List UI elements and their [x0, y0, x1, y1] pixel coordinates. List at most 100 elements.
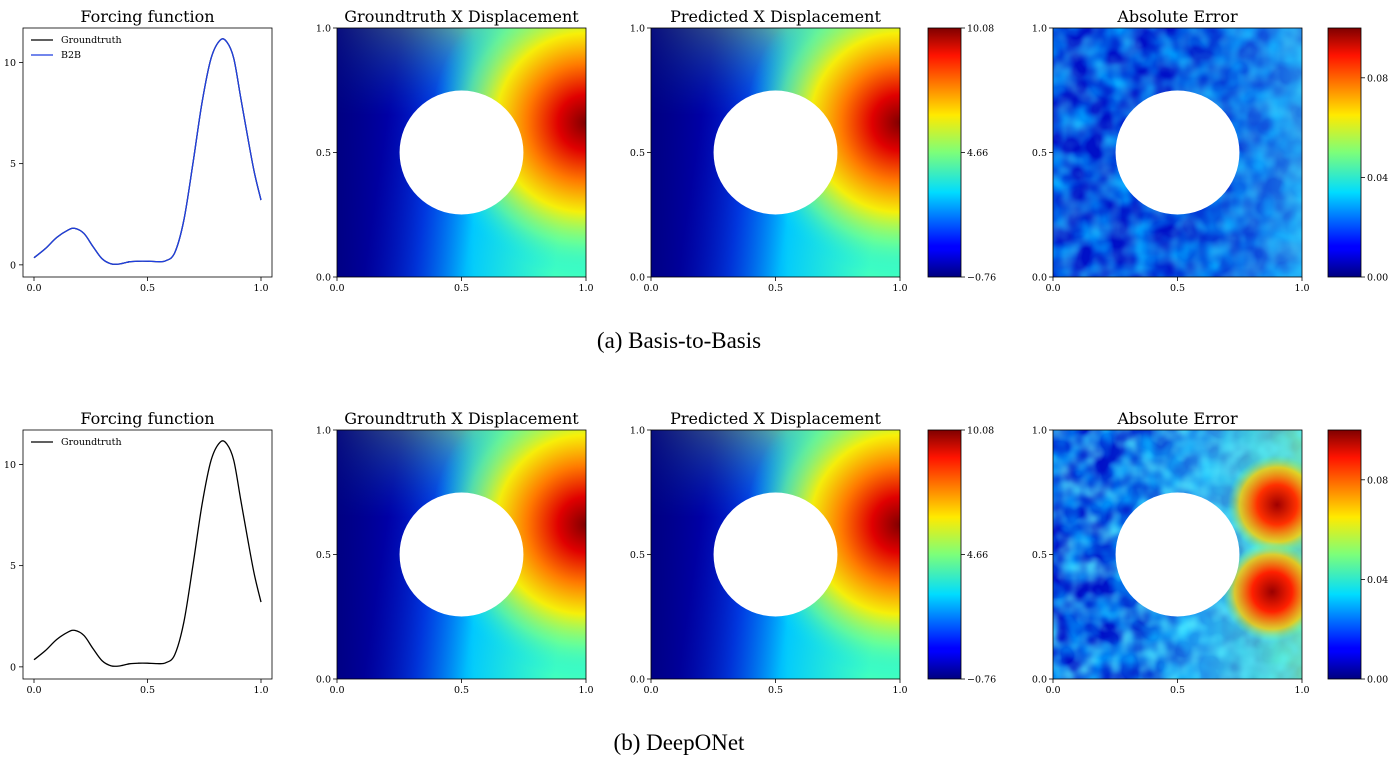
x-tick-label: 0.5 [140, 685, 155, 696]
y-tick-label: 0.5 [630, 148, 645, 159]
error-field: Absolute Error 0.00.0 0.5 0.5 1.0 1.0 [1032, 7, 1310, 294]
y-tick-label: 0.0 [1032, 675, 1047, 686]
colorbar-tick-label: −0.76 [967, 273, 996, 284]
x-tick-label: 0.0 [329, 283, 344, 294]
x-tick-label: 1.0 [1294, 283, 1309, 294]
error-field-title: Absolute Error [1116, 409, 1238, 428]
y-tick-label: 0.0 [630, 273, 645, 284]
error-field: Absolute Error 0.00.0 0.5 0.5 1.0 1.0 [1032, 409, 1310, 696]
predicted-field-image [651, 28, 900, 277]
forcing-plot: Forcing function 0.0 0.5 1.0 0 5 10 Groundtruth… [4, 7, 273, 294]
x-tick-label: 0.5 [1170, 685, 1185, 696]
displacement-colorbar-bar [927, 429, 962, 680]
x-tick-label: 0.5 [768, 685, 783, 696]
colorbar-tick-label: 4.66 [967, 148, 988, 159]
x-tick-label: 0.0 [1045, 283, 1060, 294]
y-tick-label: 1.0 [1032, 24, 1047, 35]
x-tick-label: 0.5 [454, 283, 469, 294]
x-tick-label: 0.0 [26, 283, 41, 294]
x-tick-label: 1.0 [892, 685, 907, 696]
y-tick-label: 1.0 [630, 24, 645, 35]
displacement-colorbar: 10.08 4.66 −0.76 [927, 24, 996, 284]
y-tick-label: 0.5 [316, 550, 331, 561]
hole [1115, 492, 1240, 617]
colorbar-tick-label: −0.76 [967, 675, 996, 686]
error-field-title: Absolute Error [1116, 7, 1238, 26]
predicted-field: Predicted X Displacement 0.00.0 0.5 0.5 1.0 1… [630, 409, 908, 696]
row-caption: (a) Basis-to-Basis [597, 328, 761, 353]
y-tick-label: 0.5 [316, 148, 331, 159]
hole [399, 90, 524, 215]
series-line-groundtruth [33, 440, 262, 667]
x-tick-label: 1.0 [1294, 685, 1309, 696]
x-tick-label: 1.0 [253, 685, 268, 696]
x-tick-label: 0.0 [26, 685, 41, 696]
error-colorbar-bar [1327, 429, 1362, 680]
colorbar-tick-label: 0.08 [1367, 73, 1388, 84]
x-tick-label: 0.0 [1045, 685, 1060, 696]
colorbar-tick-label: 4.66 [967, 550, 988, 561]
y-tick-label: 0.5 [630, 550, 645, 561]
x-tick-label: 1.0 [578, 685, 593, 696]
displacement-colorbar: 10.08 4.66 −0.76 [927, 426, 996, 686]
error-colorbar: 0.00 0.04 0.08 [1327, 429, 1388, 686]
colorbar-tick-label: 0.00 [1367, 273, 1388, 284]
figure-row-b: Forcing function 0.0 0.5 1.0 0 5 10 Groundtruth… [4, 409, 1388, 755]
x-tick-label: 0.5 [454, 685, 469, 696]
colorbar-tick-label: 0.04 [1367, 575, 1388, 586]
legend-label: Groundtruth [61, 437, 122, 448]
y-tick-label: 0 [10, 260, 16, 271]
legend-label: Groundtruth [61, 35, 122, 46]
error-colorbar: 0.08 0.04 0.00 [1327, 27, 1388, 284]
y-tick-label: 1.0 [316, 24, 331, 35]
y-tick-label: 0.0 [1032, 273, 1047, 284]
row-caption: (b) DeepONet [614, 730, 746, 755]
x-tick-label: 0.0 [643, 283, 658, 294]
hole [713, 90, 838, 215]
groundtruth-field-title: Groundtruth X Displacement [344, 409, 579, 428]
y-tick-label: 10 [4, 460, 16, 471]
x-tick-label: 0.5 [1170, 283, 1185, 294]
colorbar-tick-label: 0.04 [1367, 173, 1388, 184]
groundtruth-field: Groundtruth X Displacement 0.00.0 0.5 0.5 1.… [316, 409, 594, 696]
forcing-plot: Forcing function 0.0 0.5 1.0 0 5 10 Groundtruth [4, 409, 273, 696]
colorbar-tick-label: 0.08 [1367, 475, 1388, 486]
x-tick-label: 1.0 [578, 283, 593, 294]
series-line-b2b [33, 38, 262, 265]
forcing-title: Forcing function [80, 409, 214, 428]
x-tick-label: 0.5 [768, 283, 783, 294]
displacement-colorbar-bar [927, 27, 962, 278]
groundtruth-field: Groundtruth X Displacement 0.00.0 0.5 0.5 1.… [316, 7, 594, 294]
hole [1115, 90, 1240, 215]
y-tick-label: 0 [10, 662, 16, 673]
y-tick-label: 0.5 [1032, 148, 1047, 159]
predicted-field-title: Predicted X Displacement [670, 409, 881, 428]
y-tick-label: 0.5 [1032, 550, 1047, 561]
y-tick-label: 1.0 [1032, 426, 1047, 437]
x-tick-label: 1.0 [253, 283, 268, 294]
predicted-field-title: Predicted X Displacement [670, 7, 881, 26]
x-tick-label: 0.0 [643, 685, 658, 696]
error-colorbar-bar [1327, 27, 1362, 278]
colorbar-tick-label: 10.08 [967, 24, 994, 35]
legend-label: B2B [61, 50, 81, 61]
y-tick-label: 5 [10, 159, 16, 170]
groundtruth-field-title: Groundtruth X Displacement [344, 7, 579, 26]
y-tick-label: 10 [4, 58, 16, 69]
y-tick-label: 1.0 [316, 426, 331, 437]
hole [399, 492, 524, 617]
y-tick-label: 0.0 [316, 273, 331, 284]
y-tick-label: 5 [10, 561, 16, 572]
forcing-title: Forcing function [80, 7, 214, 26]
predicted-field: Predicted X Displacement 0.00.0 0.5 0.5 1.0 1… [630, 7, 908, 294]
y-tick-label: 1.0 [630, 426, 645, 437]
hole [713, 492, 838, 617]
x-tick-label: 0.5 [140, 283, 155, 294]
groundtruth-field-image [337, 28, 586, 277]
colorbar-tick-label: 10.08 [967, 426, 994, 437]
y-tick-label: 0.0 [630, 675, 645, 686]
x-tick-label: 1.0 [892, 283, 907, 294]
x-tick-label: 0.0 [329, 685, 344, 696]
y-tick-label: 0.0 [316, 675, 331, 686]
